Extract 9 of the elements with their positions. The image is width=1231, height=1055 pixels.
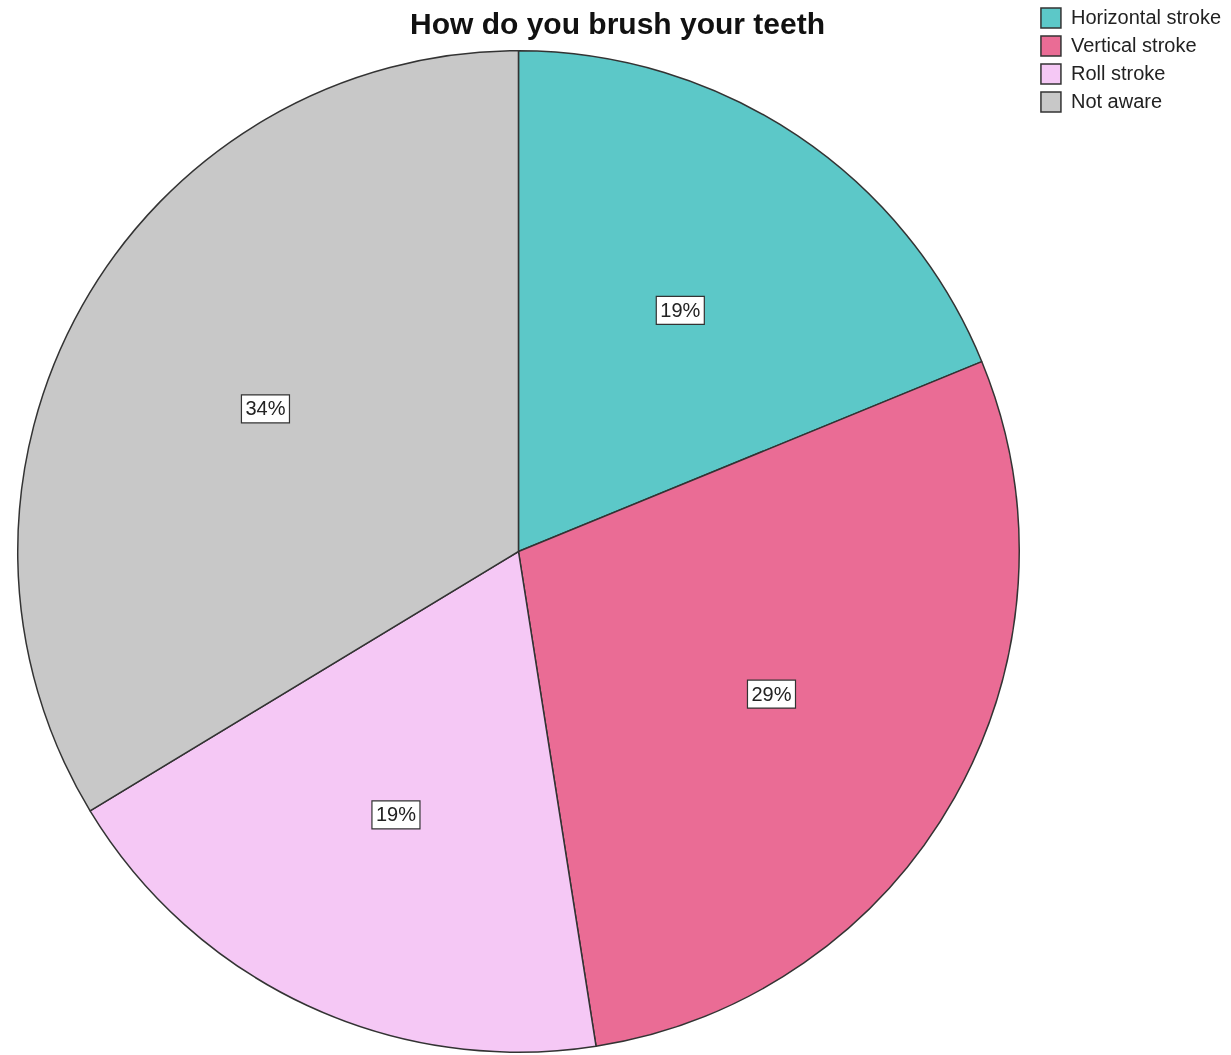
data-label: 19% (660, 298, 701, 321)
legend-label: Roll stroke (1070, 61, 1166, 84)
data-label: 29% (751, 682, 792, 705)
data-label: 19% (375, 803, 417, 826)
chart-title: How do you brush your teeth (409, 7, 826, 41)
legend-label: Vertical stroke (1070, 33, 1197, 56)
legend-label: Horizontal stroke (1070, 5, 1221, 28)
legend-label: Not aware (1070, 89, 1163, 112)
data-label: 34% (245, 397, 286, 420)
